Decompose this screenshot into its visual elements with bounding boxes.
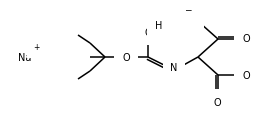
Text: O: O (122, 53, 130, 62)
Text: N: N (170, 62, 178, 72)
Text: O: O (144, 28, 152, 38)
Text: O: O (242, 34, 250, 44)
Text: +: + (33, 43, 39, 52)
Text: −: − (184, 5, 192, 14)
Text: Na: Na (18, 53, 31, 62)
Text: H: H (155, 21, 162, 31)
Text: O: O (213, 97, 221, 107)
Text: O: O (188, 13, 196, 23)
Text: O: O (242, 70, 250, 80)
